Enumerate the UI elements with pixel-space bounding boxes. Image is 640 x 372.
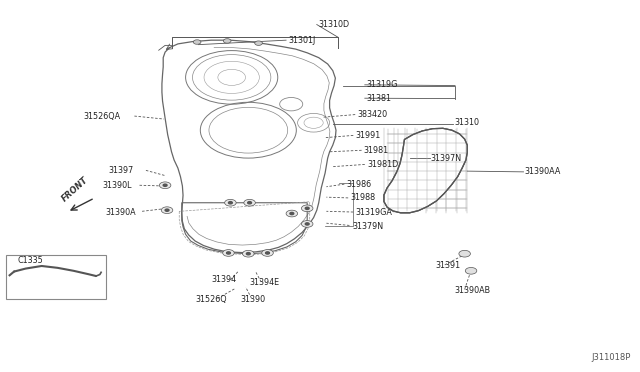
Text: 31526QA: 31526QA — [83, 112, 120, 121]
Circle shape — [228, 202, 232, 204]
Circle shape — [165, 209, 169, 211]
Circle shape — [305, 207, 309, 209]
Circle shape — [163, 184, 167, 186]
Circle shape — [290, 212, 294, 215]
Text: 31981D: 31981D — [367, 160, 399, 169]
Polygon shape — [384, 128, 467, 213]
Circle shape — [227, 252, 230, 254]
Circle shape — [161, 207, 173, 214]
Circle shape — [301, 221, 313, 227]
Circle shape — [286, 210, 298, 217]
Text: 31301J: 31301J — [288, 36, 316, 45]
Text: 31981: 31981 — [364, 146, 388, 155]
Text: 31986: 31986 — [347, 180, 372, 189]
Text: 31379N: 31379N — [352, 222, 383, 231]
Circle shape — [459, 250, 470, 257]
Text: J311018P: J311018P — [591, 353, 630, 362]
Text: FRONT: FRONT — [61, 175, 90, 203]
Text: 383420: 383420 — [357, 110, 387, 119]
Circle shape — [305, 223, 309, 225]
Circle shape — [255, 41, 262, 45]
Text: 31390A: 31390A — [106, 208, 136, 217]
Circle shape — [266, 252, 269, 254]
Circle shape — [262, 250, 273, 256]
Text: 31381: 31381 — [366, 94, 391, 103]
Text: 31397N: 31397N — [430, 154, 461, 163]
Circle shape — [159, 182, 171, 189]
Circle shape — [301, 205, 313, 212]
Circle shape — [223, 250, 234, 256]
Text: 31394: 31394 — [211, 275, 236, 284]
Circle shape — [223, 39, 231, 43]
Text: 31390AA: 31390AA — [525, 167, 561, 176]
Text: C1335: C1335 — [18, 256, 44, 265]
Circle shape — [225, 199, 236, 206]
Text: 31394E: 31394E — [250, 278, 280, 287]
Text: 31310D: 31310D — [318, 20, 349, 29]
Circle shape — [243, 250, 254, 257]
Text: 31310: 31310 — [454, 118, 479, 127]
Circle shape — [244, 199, 255, 206]
Circle shape — [193, 40, 201, 44]
Text: 31319GA: 31319GA — [356, 208, 393, 217]
Text: 31390: 31390 — [240, 295, 265, 304]
Text: 31988: 31988 — [351, 193, 376, 202]
Circle shape — [248, 202, 252, 204]
Circle shape — [465, 267, 477, 274]
Text: 31319G: 31319G — [366, 80, 397, 89]
Text: 31526Q: 31526Q — [195, 295, 227, 304]
Text: 31397: 31397 — [109, 166, 134, 174]
Circle shape — [246, 253, 250, 255]
Text: 31390AB: 31390AB — [454, 286, 490, 295]
Text: 31391: 31391 — [435, 262, 460, 270]
Text: 31991: 31991 — [355, 131, 380, 140]
Text: 31390L: 31390L — [102, 181, 132, 190]
